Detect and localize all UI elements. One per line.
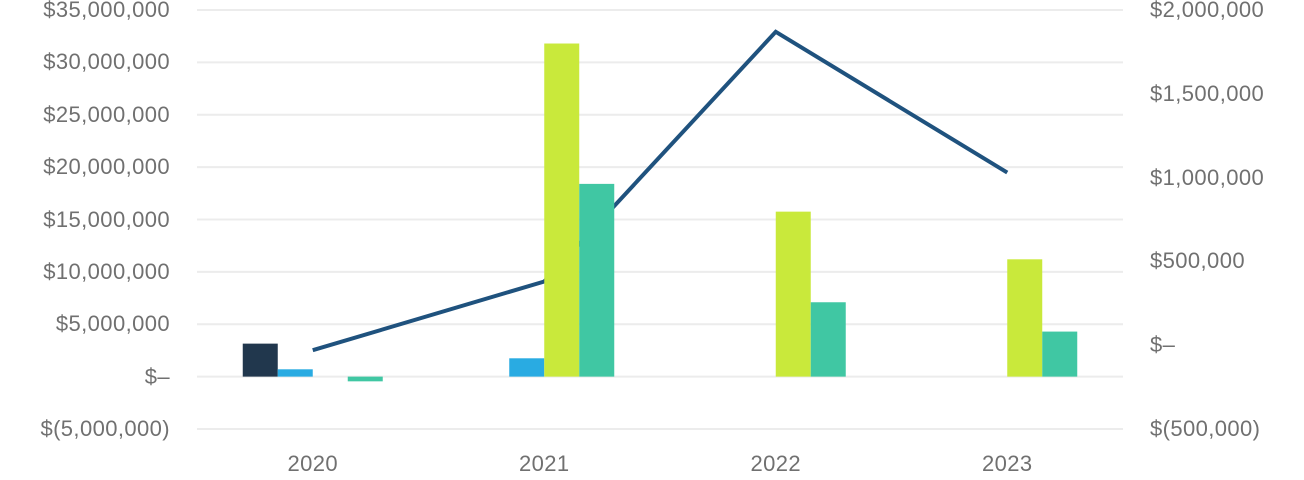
bar-teal-bars-2021 [579, 183, 615, 377]
bar-teal-bars-2022 [810, 302, 846, 377]
bar-lime-bars-2022 [775, 211, 811, 377]
bar-lime-bars-2021 [544, 43, 580, 377]
line-series-navy-line [312, 29, 1009, 353]
bar-teal-bars-2020 [347, 376, 383, 382]
bar-navy-bars-2020 [242, 343, 278, 377]
bar-blue-bars-2020 [277, 369, 313, 377]
bar-lime-bars-2023 [1007, 259, 1043, 377]
bar-blue-bars-2021 [509, 358, 545, 377]
bar-teal-bars-2023 [1042, 331, 1078, 377]
